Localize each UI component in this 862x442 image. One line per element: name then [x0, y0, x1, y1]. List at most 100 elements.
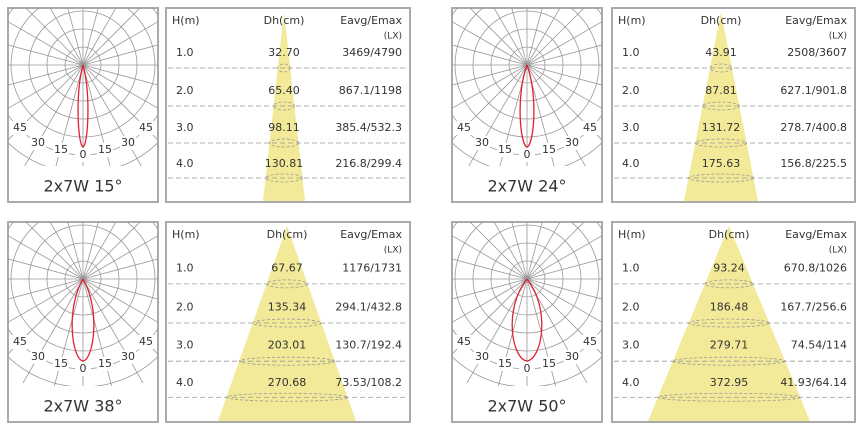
- header: H(m): [172, 228, 200, 241]
- label-bg: [456, 335, 472, 349]
- panel: 45 30 15 0 15 30 45 2x7W 50° H(m) Dh(cm) Eavg/Emax…: [451, 221, 856, 423]
- polar-label: 45: [583, 121, 597, 134]
- label-bg: [12, 121, 28, 135]
- cell-height: 1.0: [176, 261, 194, 274]
- cell-height: 1.0: [622, 261, 640, 274]
- cell-diameter: 279.71: [710, 339, 749, 352]
- cell-diameter: 372.95: [710, 376, 749, 389]
- header-unit: (LX): [384, 32, 402, 42]
- header: H(m): [172, 14, 200, 27]
- beam-ellipse: [688, 173, 754, 183]
- grid-ray: [82, 278, 158, 355]
- polar-label: 15: [54, 143, 68, 156]
- grid-ray: [82, 21, 158, 66]
- polar-label: 15: [98, 143, 112, 156]
- cell-diameter: 32.70: [268, 46, 300, 59]
- grid-ray: [526, 64, 602, 109]
- grid-ray: [8, 278, 84, 355]
- grid-ray: [526, 278, 602, 355]
- cell-illuminance: 73.53/108.2: [335, 376, 402, 389]
- grid-ray: [82, 278, 158, 300]
- light-lobe: [77, 64, 89, 148]
- label-bg: [497, 357, 513, 371]
- grid-ray: [452, 21, 528, 66]
- label-bg: [564, 136, 580, 150]
- label-bg: [12, 335, 28, 349]
- cell-illuminance: 385.4/532.3: [335, 121, 402, 134]
- polar-label: 0: [524, 148, 531, 161]
- beam-ellipse: [694, 138, 748, 148]
- light-cone: [263, 12, 305, 201]
- label-bg: [75, 362, 91, 376]
- grid-ray: [82, 235, 158, 280]
- grid-ray: [22, 278, 84, 384]
- cell-height: 2.0: [622, 301, 640, 314]
- label-bg: [120, 350, 136, 364]
- polar-label: 15: [498, 357, 512, 370]
- label-bg: [541, 143, 557, 157]
- caption-bg: [453, 166, 601, 201]
- polar-label: 0: [524, 362, 531, 375]
- cell-height: 4.0: [176, 376, 194, 389]
- grid-ray: [82, 64, 158, 109]
- label-bg: [30, 350, 46, 364]
- grid-ray: [526, 222, 585, 280]
- label-bg: [456, 121, 472, 135]
- polar-grid: [8, 8, 158, 185]
- grid-ray: [49, 8, 84, 66]
- label-bg: [474, 136, 490, 150]
- beam-ellipse: [657, 392, 801, 402]
- grid-ray: [82, 222, 141, 280]
- grid-ray: [526, 64, 602, 141]
- beam-ellipse: [277, 63, 291, 73]
- grid-ray: [526, 8, 543, 66]
- caption: 2x7W 15°: [43, 177, 122, 196]
- grid-ray: [452, 278, 528, 355]
- grid-ray: [8, 258, 84, 280]
- grid-ray: [82, 278, 144, 384]
- polar-label: 15: [54, 357, 68, 370]
- grid-ray: [8, 64, 84, 109]
- grid-ray: [8, 278, 84, 323]
- header: Eavg/Emax: [785, 14, 847, 27]
- grid-ray: [469, 222, 528, 280]
- grid-ray: [493, 8, 528, 66]
- cell-illuminance: 130.7/192.4: [335, 339, 402, 352]
- grid-ray: [511, 8, 528, 66]
- polar-label: 30: [565, 136, 579, 149]
- label-bg: [53, 143, 69, 157]
- grid-ray: [452, 278, 528, 300]
- grid-ray: [51, 64, 84, 182]
- cell-illuminance: 41.93/64.14: [780, 376, 847, 389]
- cell-height: 3.0: [176, 121, 194, 134]
- grid-ray: [452, 44, 528, 66]
- cell-diameter: 175.63: [702, 157, 741, 170]
- light-cone: [648, 226, 810, 421]
- grid-ray: [526, 64, 602, 86]
- cell-diameter: 130.81: [265, 157, 304, 170]
- cell-height: 2.0: [176, 84, 194, 97]
- grid-ray: [8, 21, 84, 66]
- beam-ellipse: [672, 356, 786, 366]
- label-bg: [582, 335, 598, 349]
- beam-ellipse: [704, 279, 754, 289]
- grid-ray: [526, 8, 585, 66]
- grid-ray: [8, 44, 84, 66]
- cell-diameter: 135.34: [268, 301, 307, 314]
- polar-label: 45: [457, 335, 471, 348]
- cell-illuminance: 2508/3607: [787, 46, 847, 59]
- polar-label: 30: [31, 136, 45, 149]
- polar-label: 0: [80, 362, 87, 375]
- cell-diameter: 270.68: [268, 376, 307, 389]
- cell-illuminance: 294.1/432.8: [335, 301, 402, 314]
- grid-ray: [49, 222, 84, 280]
- cell-diameter: 65.40: [268, 84, 300, 97]
- label-bg: [120, 136, 136, 150]
- grid-ray: [8, 278, 84, 300]
- grid-ray: [82, 64, 144, 170]
- grid-ray: [82, 64, 115, 182]
- polar-label: 45: [13, 121, 27, 134]
- label-bg: [582, 121, 598, 135]
- label-bg: [519, 362, 535, 376]
